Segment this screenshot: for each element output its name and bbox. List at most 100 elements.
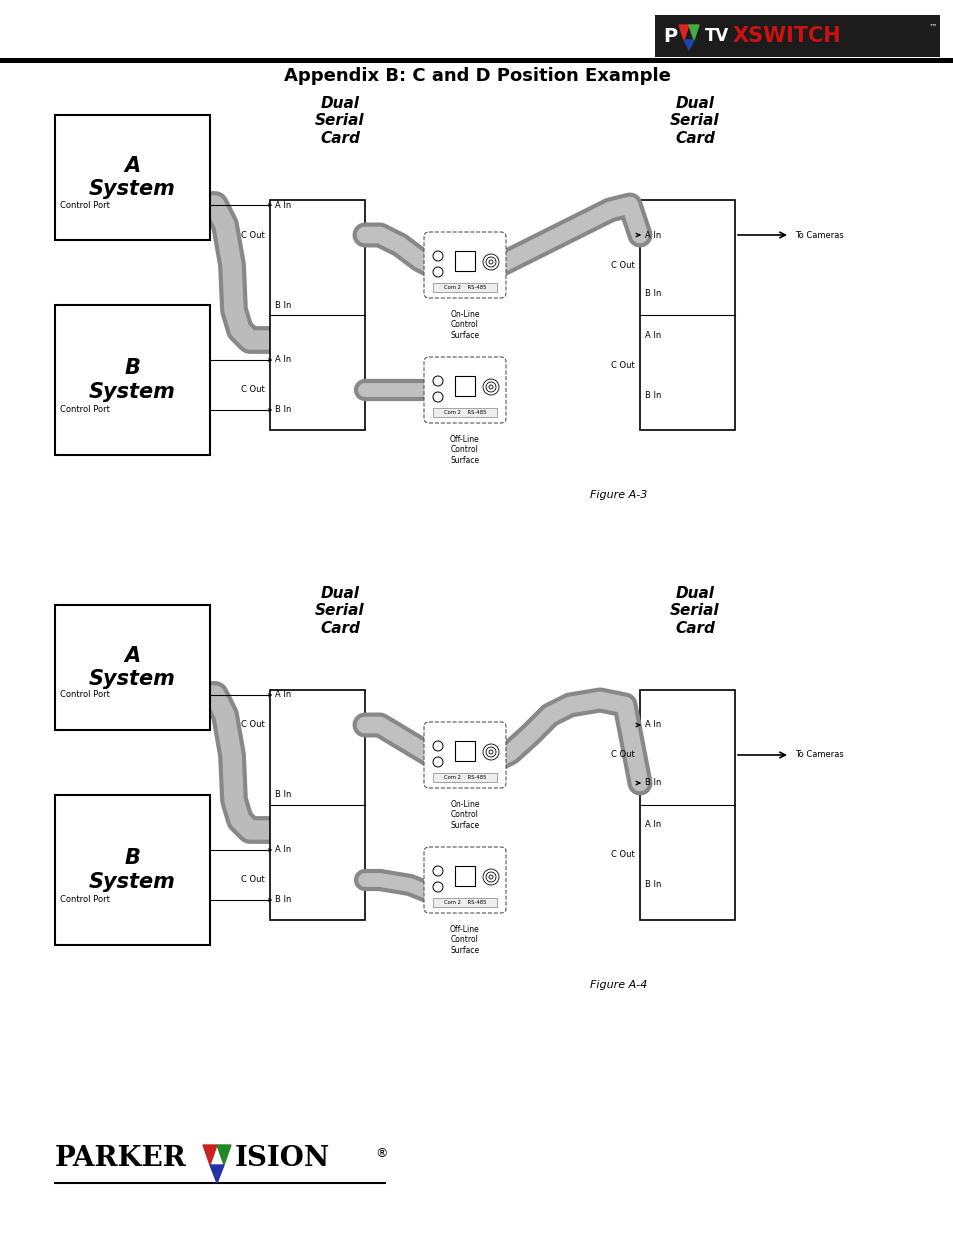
Text: Dual
Serial
Card: Dual Serial Card [670,585,720,636]
Bar [433,773,497,782]
Text: B In: B In [274,300,291,310]
Text: Off-Line
Control
Surface: Off-Line Control Surface [450,435,479,464]
Text: Com 2    RS-485: Com 2 RS-485 [443,410,486,415]
Text: A
System: A System [89,156,175,199]
Text: P: P [662,26,677,46]
Text: B In: B In [274,405,291,415]
Text: B In: B In [274,790,291,799]
Bar [433,283,497,291]
Text: B
System: B System [89,848,175,892]
Bar [55,605,210,730]
Bar [433,408,497,417]
FancyBboxPatch shape [423,232,505,298]
Text: B In: B In [644,778,660,788]
FancyBboxPatch shape [423,357,505,424]
Text: On-Line
Control
Surface: On-Line Control Surface [450,310,479,340]
Circle shape [482,254,498,270]
Text: TV: TV [704,27,728,44]
Bar [55,795,210,945]
Circle shape [433,741,442,751]
Text: A In: A In [644,720,660,730]
Text: Figure A-3: Figure A-3 [589,490,647,500]
Text: Dual
Serial
Card: Dual Serial Card [314,585,364,636]
Text: Control Port: Control Port [60,895,110,904]
Polygon shape [216,1145,231,1165]
Bar [639,690,734,920]
Text: A In: A In [274,846,291,855]
Text: B In: B In [274,895,291,904]
Circle shape [482,869,498,885]
Text: Control Port: Control Port [60,200,110,210]
Text: Dual
Serial
Card: Dual Serial Card [670,96,720,146]
Bar [455,866,475,885]
Polygon shape [679,25,688,40]
Circle shape [433,757,442,767]
Text: To Cameras: To Cameras [794,751,842,760]
Circle shape [433,375,442,387]
Circle shape [489,876,493,879]
Text: C Out: C Out [241,876,265,884]
Text: Control Port: Control Port [60,690,110,699]
Text: Com 2    RS-485: Com 2 RS-485 [443,285,486,290]
Circle shape [433,267,442,277]
Text: Appendix B: C and D Position Example: Appendix B: C and D Position Example [283,67,670,85]
Text: B In: B In [644,881,660,889]
Text: B In: B In [644,390,660,399]
Bar [655,15,939,57]
Text: XSWITCH: XSWITCH [732,26,841,46]
Bar [455,741,475,761]
Polygon shape [203,1145,216,1165]
Text: C Out: C Out [241,231,265,240]
Circle shape [433,866,442,876]
Text: C Out: C Out [611,751,635,760]
Text: B In: B In [644,289,660,298]
Text: Com 2    RS-485: Com 2 RS-485 [443,900,486,905]
Circle shape [485,872,496,882]
Circle shape [489,385,493,389]
Text: ®: ® [375,1147,387,1160]
Bar [270,200,365,430]
Bar [55,115,210,240]
Text: On-Line
Control
Surface: On-Line Control Surface [450,800,479,830]
Text: Com 2    RS-485: Com 2 RS-485 [443,776,486,781]
Text: B
System: B System [89,358,175,401]
Polygon shape [683,40,693,49]
Circle shape [485,257,496,267]
Text: C Out: C Out [241,385,265,394]
Text: C Out: C Out [611,261,635,269]
Bar [639,200,734,430]
Circle shape [433,251,442,261]
Text: A In: A In [644,820,660,830]
Text: Figure A-4: Figure A-4 [589,981,647,990]
Circle shape [433,882,442,892]
Text: A In: A In [274,200,291,210]
Bar [455,375,475,396]
Circle shape [489,750,493,755]
Text: ISION: ISION [234,1145,330,1172]
Circle shape [433,391,442,403]
Text: PARKER: PARKER [55,1145,187,1172]
Circle shape [482,379,498,395]
Bar [270,690,365,920]
Text: A
System: A System [89,646,175,689]
Circle shape [485,382,496,391]
Bar [55,305,210,454]
Text: Dual
Serial
Card: Dual Serial Card [314,96,364,146]
Bar [433,898,497,906]
Text: ™: ™ [927,23,936,32]
Text: A In: A In [644,331,660,340]
Bar [0,58,953,63]
Polygon shape [688,25,699,40]
Text: A In: A In [644,231,660,240]
Text: Off-Line
Control
Surface: Off-Line Control Surface [450,925,479,955]
Circle shape [482,743,498,760]
Text: To Cameras: To Cameras [794,231,842,240]
Text: A In: A In [274,690,291,699]
Text: Control Port: Control Port [60,405,110,415]
Text: C Out: C Out [611,851,635,860]
Text: C Out: C Out [611,361,635,369]
FancyBboxPatch shape [423,722,505,788]
Circle shape [489,261,493,264]
Circle shape [485,747,496,757]
FancyBboxPatch shape [423,847,505,913]
